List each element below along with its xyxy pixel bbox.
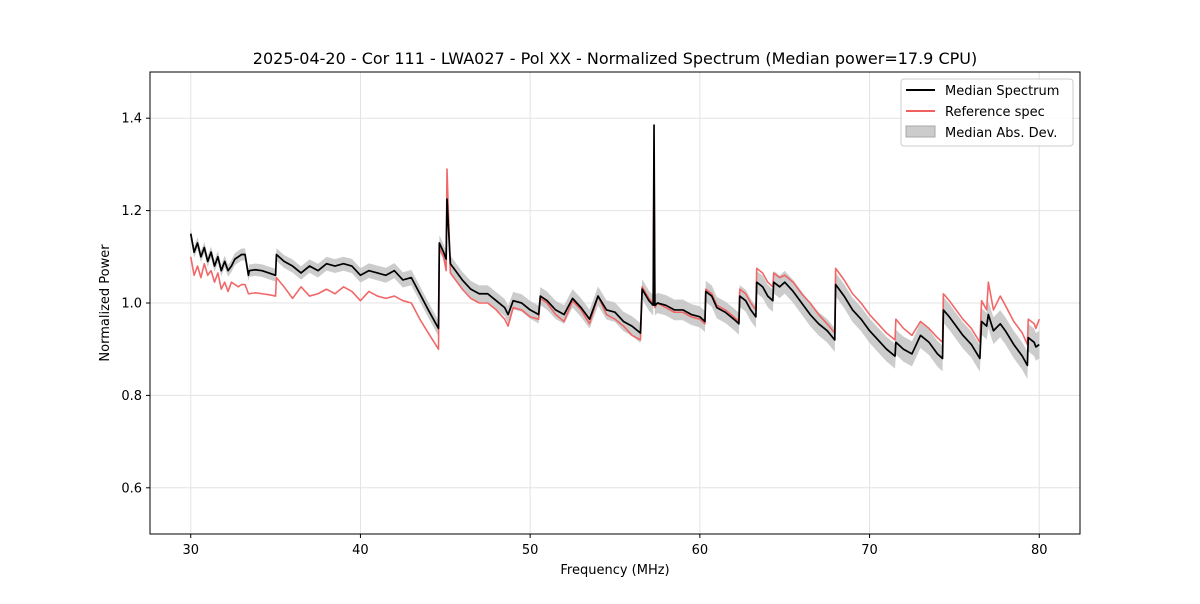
series-layer [189,124,1041,367]
median-spectrum-line [189,124,1040,367]
x-tick-label: 60 [692,543,709,558]
legend-mad-label: Median Abs. Dev. [945,126,1057,141]
y-tick-label: 1.2 [121,204,142,219]
legend-median-label: Median Spectrum [945,84,1059,99]
x-tick-label: 30 [182,543,199,558]
chart-title: 2025-04-20 - Cor 111 - LWA027 - Pol XX -… [253,49,977,68]
legend-mad-swatch [905,125,936,138]
y-tick-label: 0.6 [121,481,142,496]
y-tick-label: 1.0 [121,297,142,312]
reference-spec-line [189,149,1041,350]
tick-layer: 30 40 50 60 70 80 0.6 0.8 1.0 1.2 1.4 [121,112,1047,558]
legend-reference-label: Reference spec [945,105,1045,120]
x-tick-label: 40 [352,543,369,558]
y-axis-label: Normalized Power [98,244,113,362]
x-tick-label: 50 [522,543,539,558]
y-tick-label: 1.4 [121,112,142,127]
legend-box [900,78,1074,147]
legend: Median Spectrum Reference spec Median Ab… [900,78,1074,147]
x-tick-label: 80 [1031,543,1048,558]
x-axis-label: Frequency (MHz) [560,563,669,578]
y-tick-label: 0.8 [121,389,142,404]
x-tick-label: 70 [861,543,878,558]
